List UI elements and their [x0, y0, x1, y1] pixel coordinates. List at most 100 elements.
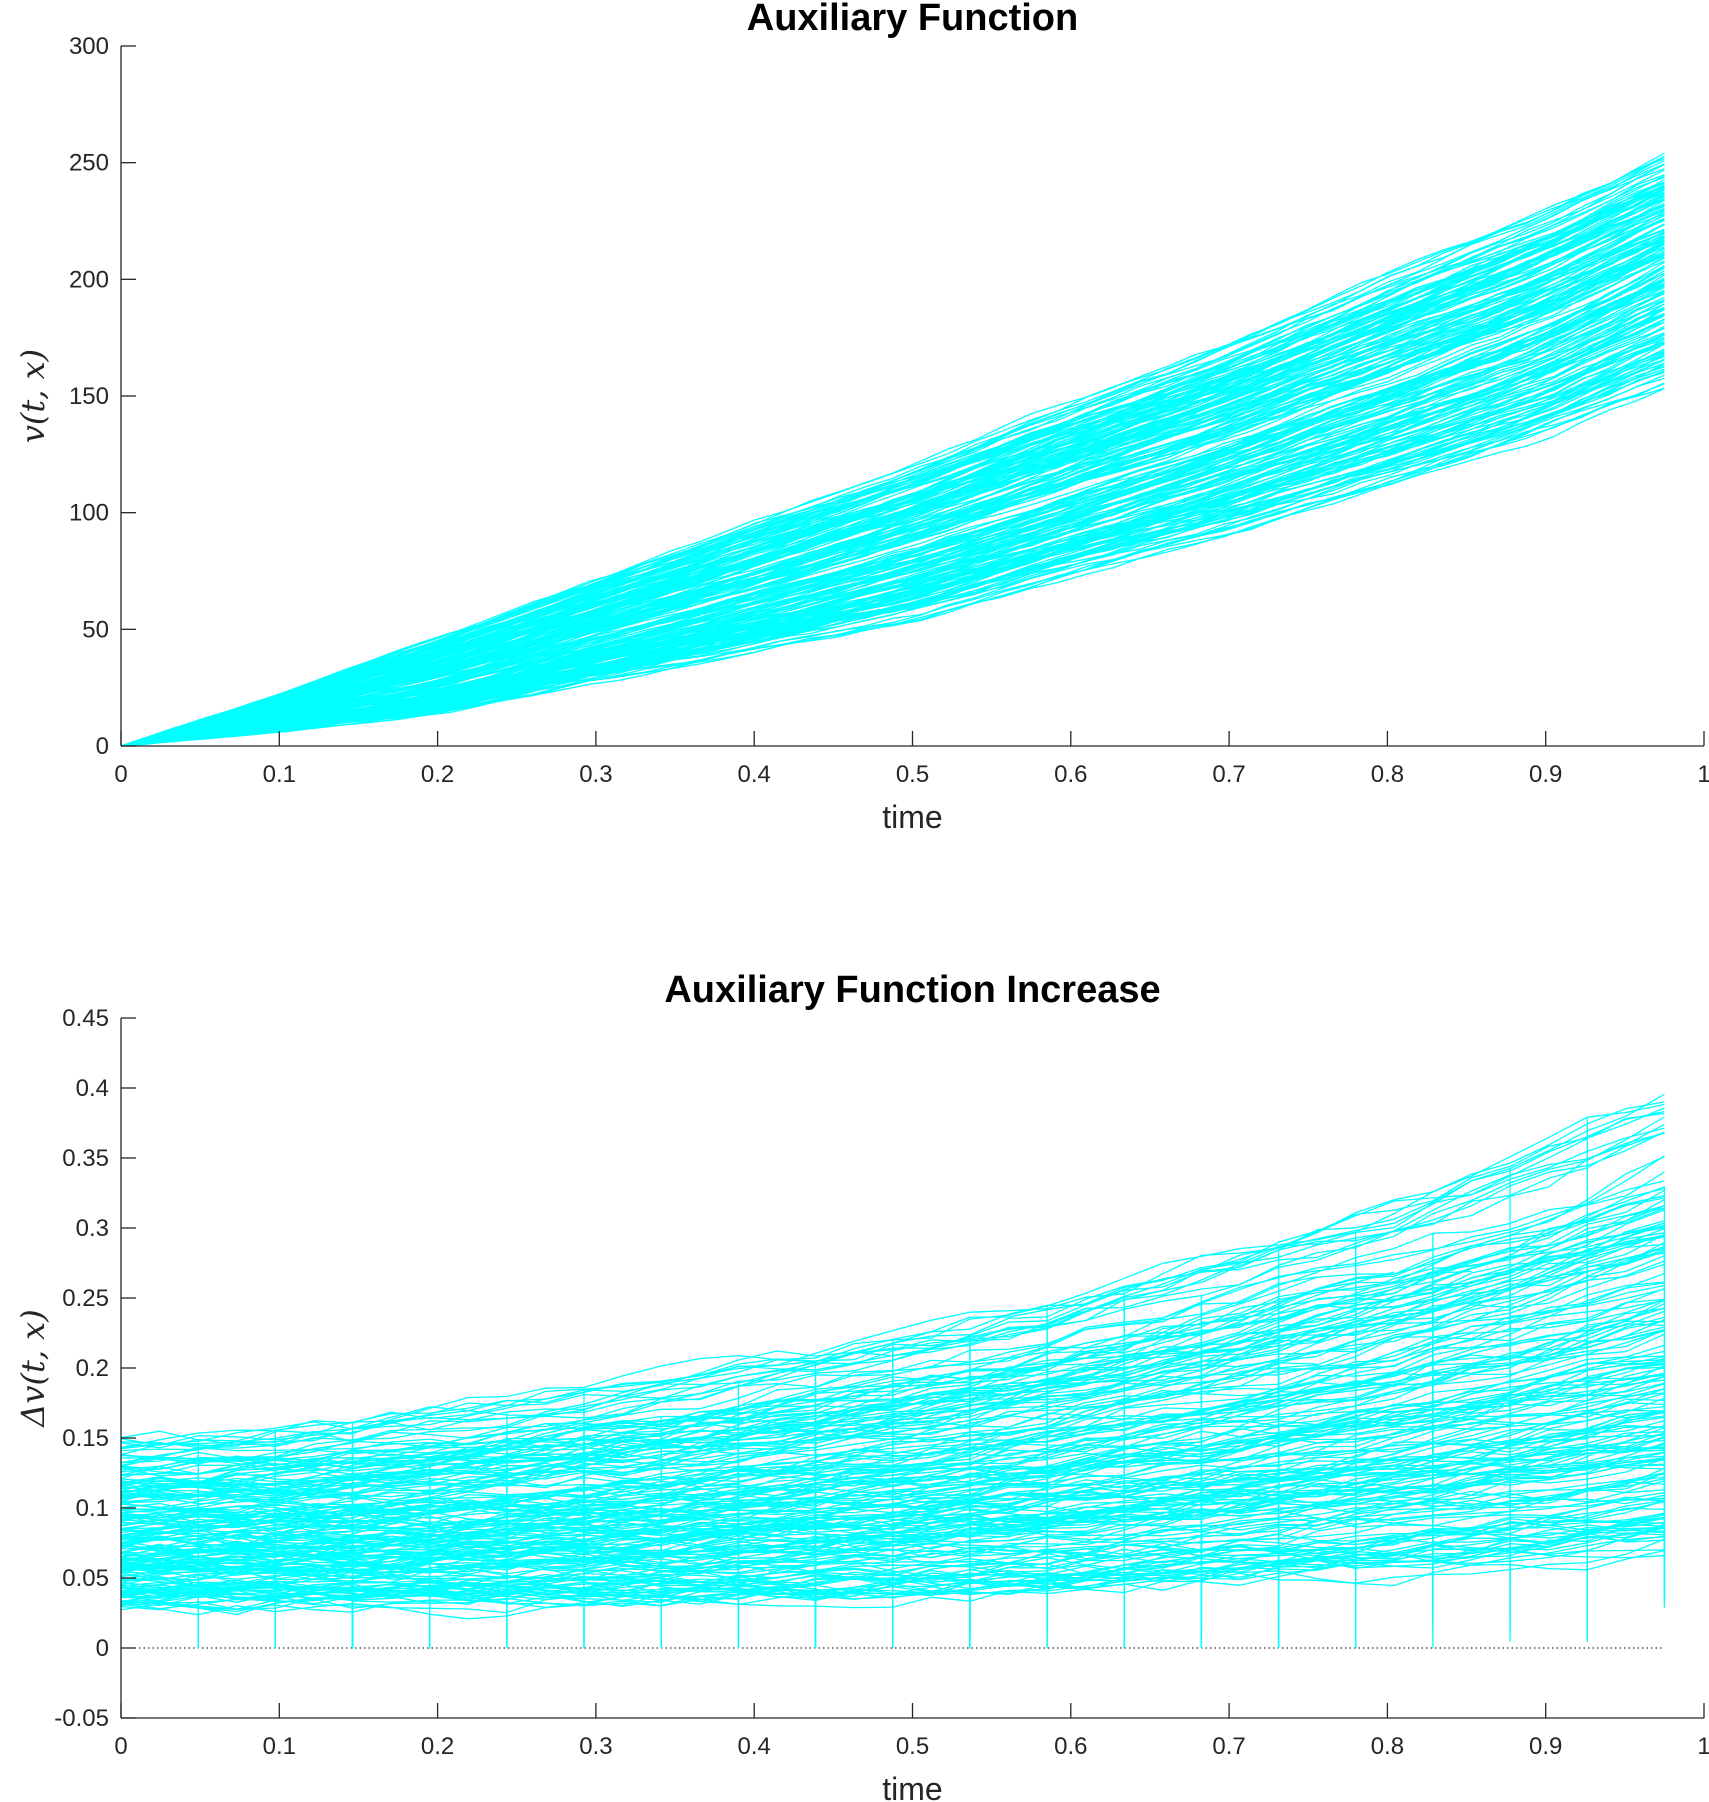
- sample-path-line: [120, 1530, 1665, 1649]
- x-tick-label: 0.7: [1212, 761, 1245, 788]
- sample-path-line: [120, 265, 1665, 747]
- sample-path-line: [120, 234, 1665, 747]
- series-lines: [120, 152, 1665, 747]
- series-lines: [120, 1093, 1666, 1649]
- x-tick-label: 0.3: [579, 761, 612, 788]
- sample-path-line: [120, 1189, 1665, 1533]
- sample-path-line: [120, 1366, 1665, 1560]
- x-tick-label: 0.7: [1212, 1733, 1245, 1760]
- x-tick-label: 0: [114, 1733, 127, 1760]
- sample-path-line: [120, 1457, 1665, 1649]
- y-tick-label: 0: [96, 1635, 109, 1662]
- sample-path-line: [120, 205, 1665, 747]
- sample-path-line: [120, 232, 1665, 747]
- sample-path-line: [120, 1247, 1665, 1503]
- sample-path-line: [120, 1101, 1665, 1539]
- y-tick-label: 250: [69, 150, 109, 177]
- x-tick-label: 0.4: [738, 1733, 771, 1760]
- y-tick-label: 0.45: [62, 1005, 109, 1032]
- sample-path-line: [120, 207, 1665, 747]
- y-axis-label: Δv(t, x): [14, 1309, 52, 1428]
- sample-path-line: [120, 1270, 1472, 1477]
- sample-path-line: [120, 181, 1665, 747]
- sample-path-line: [120, 285, 1665, 747]
- chart-title: Auxiliary Function: [747, 0, 1078, 39]
- x-tick-label: 0: [114, 761, 127, 788]
- sample-path-line: [120, 198, 1665, 747]
- x-tick-label: 0.2: [421, 761, 454, 788]
- panel-auxiliary-function-increase: Auxiliary Function Increase time Δv(t, x…: [14, 969, 1709, 1802]
- sample-path-line: [120, 353, 1665, 747]
- x-tick-label: 0.6: [1054, 761, 1087, 788]
- x-tick-label: 0.8: [1371, 1733, 1404, 1760]
- sample-path-line: [120, 160, 1665, 747]
- sample-path-line: [120, 1127, 1665, 1488]
- sample-path-line: [120, 229, 1665, 747]
- y-tick-label: 300: [69, 33, 109, 60]
- sample-path-line: [120, 1205, 1665, 1566]
- sample-path-line: [120, 241, 1665, 747]
- sample-path-line: [120, 318, 1665, 747]
- axes: 0 0.1 0.2 0.3 0.4 0.5 0.6 0.7 0.8 0.9 1 0 50 100 150 20…: [69, 33, 1709, 788]
- sample-path-line: [120, 1401, 1665, 1620]
- y-tick-label: 0.4: [76, 1075, 109, 1102]
- sample-path-line: [120, 250, 1665, 747]
- sample-path-line: [120, 1112, 1665, 1559]
- sample-path-line: [120, 350, 1665, 747]
- y-tick-label: 0.15: [62, 1425, 109, 1452]
- sample-path-line: [120, 237, 1665, 747]
- sample-path-line: [120, 199, 1665, 747]
- y-tick-label: 0.05: [62, 1565, 109, 1592]
- x-tick-label: 1: [1697, 1733, 1709, 1760]
- sample-path-line: [120, 193, 1665, 747]
- axes: 0 0.1 0.2 0.3 0.4 0.5 0.6 0.7 0.8 0.9 1-0.0500.050…: [54, 1005, 1709, 1760]
- sample-path-line: [120, 1287, 1665, 1600]
- sample-path-line: [120, 188, 1665, 747]
- x-tick-label: 0.2: [421, 1733, 454, 1760]
- panel-auxiliary-function: Auxiliary Function time v(t, x) 0 0.1 0.2 0…: [14, 0, 1709, 835]
- sample-path-line: [120, 282, 1665, 747]
- sample-path-line: [120, 1496, 1665, 1649]
- sample-path-line: [120, 308, 1665, 747]
- x-tick-label: 0.5: [896, 1733, 929, 1760]
- sample-path-line: [120, 1235, 1665, 1569]
- sample-path-line: [120, 1222, 1665, 1495]
- x-tick-label: 0.6: [1054, 1733, 1087, 1760]
- sample-path-line: [120, 247, 1665, 747]
- sample-path-line: [120, 1288, 1666, 1514]
- sample-path-line: [120, 1512, 1665, 1649]
- sample-path-line: [120, 341, 1665, 747]
- y-tick-label: 150: [69, 383, 109, 410]
- y-tick-label: 0.3: [76, 1215, 109, 1242]
- sample-path-line: [120, 169, 1665, 747]
- x-axis-label: time: [882, 1771, 942, 1802]
- sample-path-line: [120, 299, 1665, 747]
- x-tick-label: 0.9: [1529, 761, 1562, 788]
- sample-path-line: [120, 1444, 1666, 1616]
- y-tick-label: 0.35: [62, 1145, 109, 1172]
- y-tick-label: 0: [96, 733, 109, 760]
- x-tick-label: 0.4: [738, 761, 771, 788]
- sample-path-line: [120, 1464, 1665, 1645]
- sample-path-line: [120, 1116, 1665, 1518]
- sample-path-line: [120, 358, 1665, 747]
- sample-path-line: [120, 343, 1665, 747]
- sample-path-line: [120, 192, 1665, 747]
- sample-path-line: [120, 1131, 1665, 1495]
- sample-path-line: [120, 1186, 1666, 1482]
- x-axis-label: time: [882, 799, 942, 835]
- sample-path-line: [120, 1248, 1665, 1508]
- sample-path-line: [120, 280, 1665, 747]
- chart-title: Auxiliary Function Increase: [664, 969, 1160, 1011]
- sample-path-line: [120, 236, 1665, 747]
- sample-path-line: [120, 279, 1665, 747]
- sample-path-line: [120, 1424, 1665, 1622]
- y-tick-label: -0.05: [54, 1705, 109, 1732]
- y-tick-label: 100: [69, 500, 109, 527]
- x-tick-label: 0.5: [896, 761, 929, 788]
- sample-path-line: [120, 1379, 1665, 1550]
- x-tick-label: 0.1: [263, 761, 296, 788]
- sample-path-line: [120, 253, 1665, 747]
- y-axis-label: v(t, x): [14, 349, 52, 443]
